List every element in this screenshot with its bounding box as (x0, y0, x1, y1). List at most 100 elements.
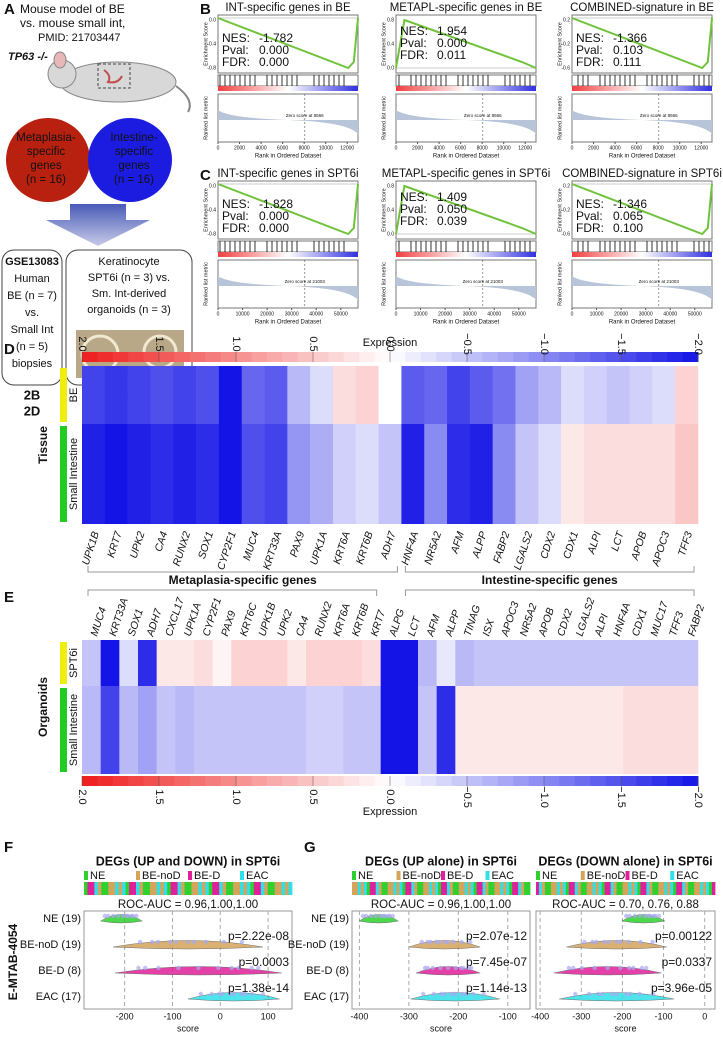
sample-strip (706, 882, 710, 895)
y-axis-label: Enrichment Score (381, 188, 387, 232)
gene-label: TFF3 (667, 610, 686, 638)
sample-strip (494, 882, 498, 895)
sample-strip (267, 882, 272, 895)
colorbar-cell (451, 352, 468, 362)
sample-point (614, 991, 619, 997)
sample-strip (521, 882, 525, 895)
colorbar-cell (205, 352, 222, 362)
sample-point (155, 939, 161, 945)
heat-cell (150, 366, 174, 424)
sample-strip (278, 882, 282, 895)
sample-strip (170, 882, 175, 895)
sample-strip (574, 882, 579, 895)
legend-swatch (485, 871, 490, 880)
sample-strip (402, 882, 406, 895)
stat-label: FDR: (400, 48, 428, 62)
sample-strip (613, 882, 617, 895)
x-tick-label: 2000 (412, 145, 423, 151)
sample-point (573, 991, 578, 997)
stat-label: FDR: (222, 221, 250, 235)
legend-swatch (580, 871, 585, 880)
colorbar-cell (159, 352, 175, 362)
colorbar-label: 1.5 (153, 336, 165, 351)
heat-cell (660, 686, 680, 774)
heat-cell (604, 686, 624, 774)
gene-label: LCT (609, 529, 627, 553)
row-group-bar (60, 642, 67, 684)
colorbar-label: −0.5 (461, 786, 473, 808)
colorbar-cell (436, 776, 453, 786)
mouse-illustration (47, 51, 191, 113)
sample-point (650, 939, 655, 945)
heat-cell (194, 640, 213, 686)
colorbar-cell (359, 776, 376, 786)
sample-point (115, 913, 121, 919)
p-value: p=1.14e-13 (466, 981, 527, 995)
sample-strip (390, 882, 394, 895)
sample-point (378, 913, 383, 919)
sample-point (134, 913, 139, 919)
sample-strip (536, 882, 540, 895)
colorbar-cell (328, 352, 345, 362)
intestine-circle (88, 118, 172, 202)
colorbar-cell (97, 352, 114, 362)
heat-cell (436, 640, 456, 686)
heat-cell (515, 366, 539, 424)
sample-point (651, 991, 656, 997)
heat-cell (424, 366, 448, 424)
plot-title: METAPL-specific genes in BE (390, 2, 543, 14)
sample-strip (506, 882, 510, 895)
heat-cell (82, 640, 101, 686)
sample-strip (592, 882, 597, 895)
heat-cell (642, 640, 661, 686)
heat-cell (418, 686, 437, 774)
heat-cell (623, 640, 643, 686)
box-text: (n = 5) (16, 341, 48, 353)
sample-point (242, 991, 247, 997)
metric-area (218, 110, 358, 134)
x-tick-label: 2000 (588, 145, 599, 151)
sample-point (381, 913, 386, 919)
x-tick-label: 8000 (299, 145, 310, 151)
sample-strip (538, 882, 543, 895)
sample-point (167, 939, 173, 945)
box-text: biopsies (12, 358, 53, 370)
colorbar-label: −2.0 (692, 333, 704, 355)
sample-strip (619, 882, 623, 895)
sample-point (136, 965, 141, 971)
sample-point (105, 913, 111, 919)
colorbar-cell (605, 352, 622, 362)
x-tick-label: 50000 (334, 311, 348, 317)
sample-point (256, 965, 261, 971)
sample-strip (372, 882, 377, 895)
panel-label: G (304, 839, 316, 856)
y-tick-label: 0.0 (387, 231, 394, 237)
stat-label: Pval: (222, 209, 249, 223)
x-tick-label: -400 (350, 1011, 368, 1021)
stat-label: FDR: (222, 55, 250, 69)
sample-strip (541, 882, 546, 895)
y-tick-label: -0.4 (207, 207, 216, 213)
colorbar-cell (236, 776, 252, 786)
x-axis-label: Rank in Ordered Dataset (433, 320, 500, 326)
sample-strip (432, 882, 436, 895)
row-group-bar (60, 688, 67, 772)
metric-area (396, 110, 536, 134)
colorbar-cell (621, 352, 637, 362)
sample-strip (177, 882, 182, 895)
legend-swatch (625, 871, 630, 880)
heat-cell (194, 686, 213, 774)
heat-cell (378, 424, 402, 524)
es-frame (571, 14, 713, 74)
es-frame (395, 180, 537, 240)
row-label: Small Intestine (68, 438, 80, 510)
zero-score: Zero score at 8566 (640, 113, 678, 118)
gene-group-label: Metaplasia-specific genes (169, 573, 317, 587)
x-tick-label: -300 (572, 1011, 590, 1021)
gene-label: ALPG (387, 607, 407, 638)
sample-strip (527, 882, 531, 895)
y-tick-label: 0.4 (387, 41, 394, 47)
heat-cell (455, 686, 475, 774)
sample-point (129, 913, 134, 919)
legend-swatch (84, 871, 88, 880)
